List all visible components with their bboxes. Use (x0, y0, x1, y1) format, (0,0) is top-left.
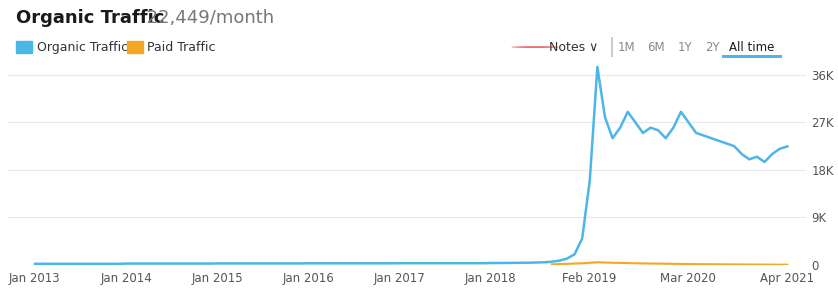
Text: 22,449/month: 22,449/month (135, 9, 274, 27)
Text: Notes ∨: Notes ∨ (549, 40, 597, 53)
Text: 2Y: 2Y (705, 40, 720, 53)
Circle shape (511, 46, 559, 48)
Text: All time: All time (729, 40, 775, 53)
Text: 6M: 6M (648, 40, 665, 53)
Text: Paid Traffic: Paid Traffic (147, 40, 216, 53)
Text: Organic Traffic: Organic Traffic (17, 9, 165, 27)
FancyBboxPatch shape (127, 41, 142, 53)
Text: Organic Traffic: Organic Traffic (37, 40, 128, 53)
FancyBboxPatch shape (17, 41, 33, 53)
Text: 1Y: 1Y (678, 40, 692, 53)
Bar (611, 38, 613, 57)
Bar (722, 55, 783, 58)
Text: 1M: 1M (618, 40, 636, 53)
